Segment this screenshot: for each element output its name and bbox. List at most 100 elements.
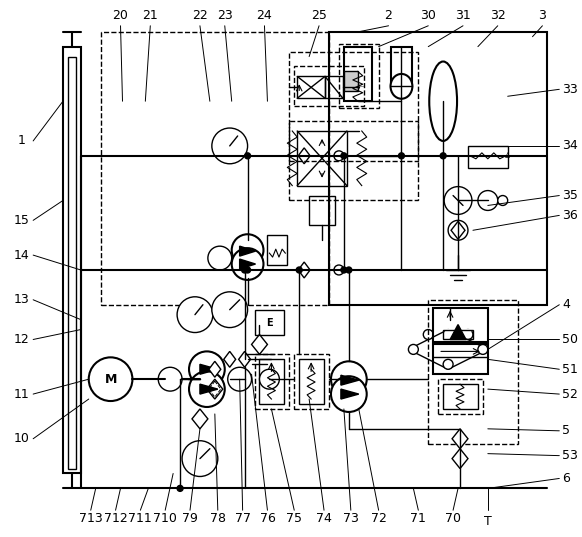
Circle shape xyxy=(212,128,247,164)
Polygon shape xyxy=(200,364,218,374)
Circle shape xyxy=(478,344,488,354)
Text: T: T xyxy=(484,514,492,528)
Polygon shape xyxy=(452,429,468,449)
Polygon shape xyxy=(443,330,473,339)
Text: 73: 73 xyxy=(343,512,359,525)
Bar xyxy=(289,52,418,161)
Circle shape xyxy=(463,330,473,339)
Bar xyxy=(428,300,517,444)
Text: 36: 36 xyxy=(562,209,578,222)
Text: 13: 13 xyxy=(13,293,29,306)
Circle shape xyxy=(189,351,225,387)
Text: 50: 50 xyxy=(562,333,579,346)
Text: 25: 25 xyxy=(311,9,327,23)
Polygon shape xyxy=(298,262,310,278)
Circle shape xyxy=(440,153,446,159)
Text: 71: 71 xyxy=(410,512,426,525)
Circle shape xyxy=(444,186,472,214)
Text: 24: 24 xyxy=(257,9,272,23)
Polygon shape xyxy=(451,221,465,239)
Text: 22: 22 xyxy=(192,9,208,23)
Polygon shape xyxy=(240,246,255,256)
Text: E: E xyxy=(266,317,273,328)
Bar xyxy=(344,71,358,91)
Text: 5: 5 xyxy=(562,424,570,437)
Circle shape xyxy=(182,441,218,476)
Bar xyxy=(297,76,325,98)
Bar xyxy=(344,47,372,101)
Text: 20: 20 xyxy=(112,9,129,23)
Polygon shape xyxy=(200,384,218,394)
Text: |⊢: |⊢ xyxy=(357,84,365,91)
Text: 15: 15 xyxy=(13,214,29,227)
Bar xyxy=(260,359,285,404)
Text: 4: 4 xyxy=(505,153,510,161)
Bar xyxy=(294,67,364,106)
Circle shape xyxy=(158,367,182,391)
Text: 75: 75 xyxy=(286,512,302,525)
Text: 52: 52 xyxy=(562,388,578,401)
Text: 70: 70 xyxy=(445,512,461,525)
Text: 53: 53 xyxy=(562,449,578,462)
Text: 31: 31 xyxy=(455,9,471,23)
Bar xyxy=(391,47,413,86)
Circle shape xyxy=(212,292,247,328)
Polygon shape xyxy=(192,409,208,429)
Text: 2: 2 xyxy=(385,9,392,23)
Ellipse shape xyxy=(391,74,413,99)
Polygon shape xyxy=(240,259,255,269)
Bar xyxy=(329,32,548,304)
Text: 79: 79 xyxy=(182,512,198,525)
Text: 51: 51 xyxy=(562,363,578,376)
Text: 76: 76 xyxy=(260,512,275,525)
Bar xyxy=(339,43,379,108)
Text: 710: 710 xyxy=(153,512,177,525)
Polygon shape xyxy=(341,389,359,399)
Circle shape xyxy=(232,248,264,280)
Bar xyxy=(438,379,483,414)
Text: 33: 33 xyxy=(562,83,578,96)
Polygon shape xyxy=(341,375,359,385)
Text: 35: 35 xyxy=(562,189,578,202)
Bar xyxy=(254,354,289,409)
Circle shape xyxy=(478,191,498,211)
Text: M: M xyxy=(104,373,117,386)
Polygon shape xyxy=(251,335,268,354)
Circle shape xyxy=(331,361,367,397)
Bar xyxy=(68,56,76,469)
Polygon shape xyxy=(298,148,310,164)
Bar xyxy=(268,235,288,265)
Bar xyxy=(299,359,324,404)
Circle shape xyxy=(423,330,433,339)
Bar xyxy=(289,121,418,200)
Text: 3: 3 xyxy=(538,9,546,23)
Ellipse shape xyxy=(430,62,457,141)
Bar xyxy=(294,354,329,409)
Circle shape xyxy=(88,357,133,401)
Bar xyxy=(297,131,347,186)
Text: 1: 1 xyxy=(17,134,25,148)
Text: 11: 11 xyxy=(13,388,29,401)
Bar xyxy=(254,310,285,335)
Text: 712: 712 xyxy=(104,512,127,525)
Text: 77: 77 xyxy=(235,512,251,525)
Text: 23: 23 xyxy=(217,9,233,23)
Bar xyxy=(468,146,508,168)
Circle shape xyxy=(341,153,347,159)
Polygon shape xyxy=(452,449,468,469)
Text: 34: 34 xyxy=(562,140,578,153)
Circle shape xyxy=(296,267,302,273)
Circle shape xyxy=(177,297,213,332)
Bar xyxy=(433,344,488,374)
Circle shape xyxy=(232,234,264,266)
Text: 711: 711 xyxy=(129,512,152,525)
Circle shape xyxy=(242,267,247,273)
Circle shape xyxy=(409,344,418,354)
Bar xyxy=(443,330,473,339)
Bar xyxy=(325,76,343,98)
Circle shape xyxy=(346,267,352,273)
Text: 4: 4 xyxy=(562,298,570,311)
Circle shape xyxy=(177,485,183,491)
Circle shape xyxy=(498,195,508,206)
Text: 713: 713 xyxy=(79,512,102,525)
